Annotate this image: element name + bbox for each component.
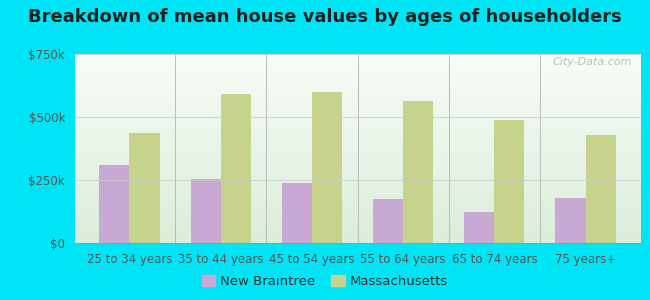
- Bar: [464, 212, 494, 243]
- Bar: [312, 92, 342, 243]
- Text: Breakdown of mean house values by ages of householders: Breakdown of mean house values by ages o…: [28, 8, 622, 26]
- Bar: [190, 179, 221, 243]
- Bar: [282, 182, 312, 243]
- Bar: [221, 94, 251, 243]
- Legend: New Braintree, Massachusetts: New Braintree, Massachusetts: [197, 270, 453, 293]
- Bar: [129, 134, 160, 243]
- Bar: [494, 119, 525, 243]
- Bar: [586, 135, 616, 243]
- Bar: [403, 100, 433, 243]
- Bar: [99, 165, 129, 243]
- Text: City-Data.com: City-Data.com: [552, 57, 632, 67]
- Bar: [373, 199, 403, 243]
- Bar: [556, 198, 586, 243]
